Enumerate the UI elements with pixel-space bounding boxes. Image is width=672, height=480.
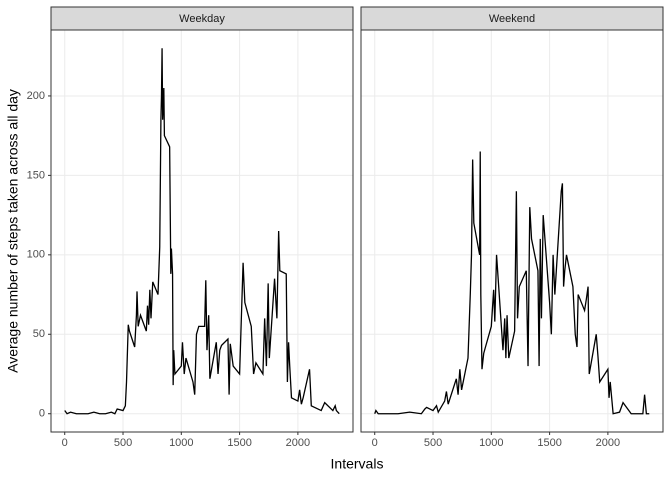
x-tick-label: 500 bbox=[424, 437, 442, 449]
x-tick-label: 1000 bbox=[479, 437, 503, 449]
y-tick-label: 150 bbox=[27, 169, 45, 181]
x-tick-label: 0 bbox=[372, 437, 378, 449]
y-tick-label: 100 bbox=[27, 249, 45, 261]
strip-title: Weekday bbox=[179, 13, 225, 25]
y-tick-label: 0 bbox=[39, 408, 45, 420]
x-tick-label: 0 bbox=[62, 437, 68, 449]
y-tick-label: 200 bbox=[27, 90, 45, 102]
x-tick-label: 2000 bbox=[596, 437, 620, 449]
panel-border bbox=[360, 29, 664, 433]
x-tick-label: 500 bbox=[114, 437, 132, 449]
strip-title: Weekend bbox=[489, 13, 535, 25]
x-tick-label: 1500 bbox=[227, 437, 251, 449]
line bbox=[64, 48, 340, 415]
y-tick-label: 50 bbox=[33, 328, 45, 340]
panel-background bbox=[361, 30, 663, 432]
y-axis-title: Average number of steps taken across all… bbox=[5, 89, 21, 373]
x-axis-title: Intervals bbox=[331, 456, 384, 472]
panel-background bbox=[51, 30, 353, 432]
line bbox=[374, 151, 650, 415]
panel-border bbox=[50, 29, 354, 433]
x-tick-label: 1000 bbox=[169, 437, 193, 449]
x-tick-label: 1500 bbox=[537, 437, 561, 449]
x-tick-label: 2000 bbox=[286, 437, 310, 449]
